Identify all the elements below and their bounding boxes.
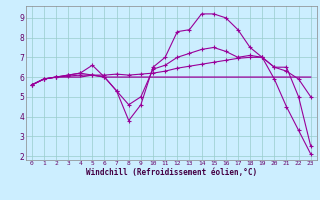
X-axis label: Windchill (Refroidissement éolien,°C): Windchill (Refroidissement éolien,°C) [86,168,257,177]
